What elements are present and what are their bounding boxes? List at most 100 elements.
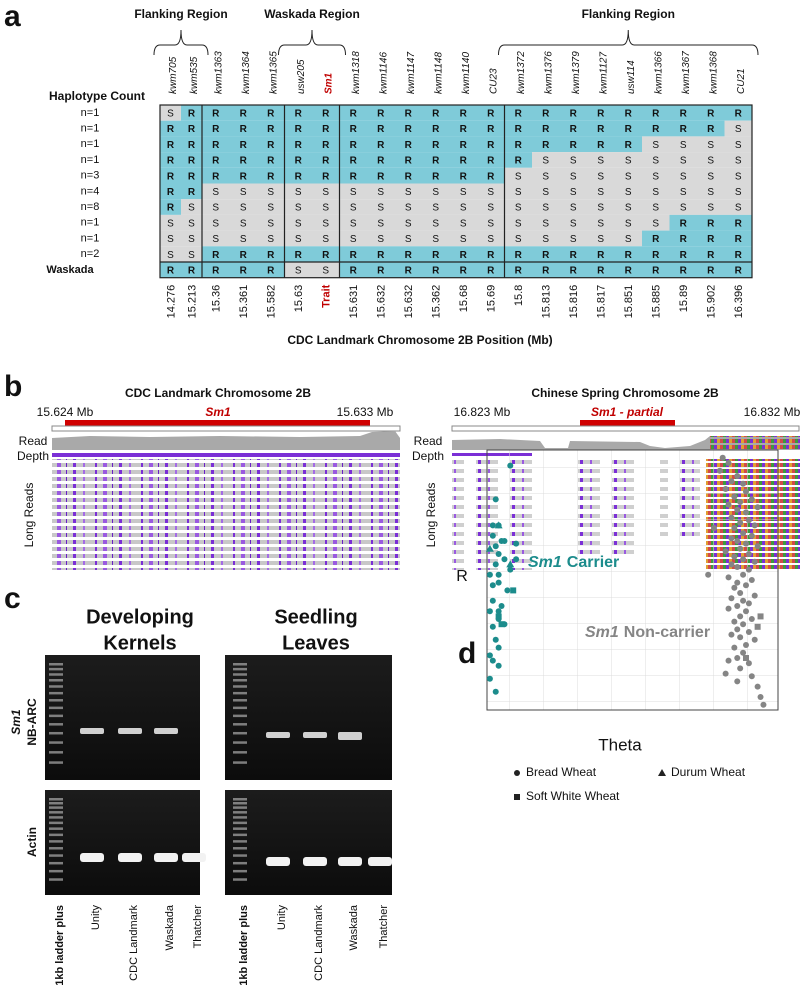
point (485, 544, 494, 552)
genotype-cell (160, 214, 181, 231)
point (740, 480, 747, 487)
point (740, 530, 747, 537)
genotype-text: S (515, 171, 522, 182)
genotype-cell (202, 136, 230, 153)
genotype-cell (697, 246, 725, 262)
genotype-cell (669, 167, 697, 184)
genotype-text: S (460, 234, 467, 245)
row-label: n=1 (81, 138, 100, 150)
point (745, 517, 752, 524)
genotype-cell (339, 262, 367, 278)
genotype-text: R (680, 218, 688, 229)
ladder-band (49, 723, 63, 726)
genotype-cell (202, 199, 230, 215)
genotype-cell (697, 152, 725, 168)
genotype-text: R (570, 250, 578, 261)
marker-label: CU23 (488, 68, 499, 94)
genotype-text: R (680, 265, 688, 276)
genotype-text: S (735, 124, 742, 135)
genotype-text: S (377, 234, 384, 245)
genotype-cell (181, 262, 202, 278)
genotype-text: R (597, 250, 605, 261)
point (501, 538, 508, 544)
genotype-cell (284, 120, 312, 137)
genotype-text: R (212, 171, 220, 182)
region-brace (278, 29, 346, 56)
genotype-cell (669, 120, 697, 137)
ladder-band (233, 699, 247, 702)
genotype-cell (449, 152, 477, 168)
genotype-cell (504, 262, 532, 278)
point (757, 613, 764, 620)
region-label: Flanking Region (134, 7, 227, 21)
gel-band (368, 857, 392, 866)
genotype-text: R (432, 140, 440, 151)
row-label: n=1 (81, 154, 100, 166)
genotype-cell (367, 230, 395, 247)
genotype-cell (312, 246, 340, 262)
genotype-cell (532, 214, 560, 231)
genotype-cell (394, 152, 422, 168)
genotype-cell (257, 214, 285, 231)
point (734, 579, 741, 586)
genotype-cell (587, 152, 615, 168)
ladder-band (49, 827, 63, 830)
point (734, 506, 741, 513)
genotype-cell (724, 136, 752, 153)
genotype-cell (422, 246, 450, 262)
genotype-text: R (295, 108, 303, 119)
position-label: 15.36 (211, 285, 223, 313)
genotype-text: R (652, 124, 660, 135)
genotype-cell (614, 136, 642, 153)
point (740, 621, 747, 628)
legend-label: Soft White Wheat (526, 789, 620, 803)
genotype-text: S (735, 203, 742, 214)
point (722, 548, 729, 555)
marker-label: CU21 (736, 68, 747, 94)
ladder-band (233, 869, 247, 873)
genotype-text: R (515, 124, 523, 135)
point (495, 579, 502, 586)
genotype-cell (669, 152, 697, 168)
genotype-cell (394, 214, 422, 231)
genotype-cell (532, 230, 560, 247)
ladder-band (49, 854, 63, 857)
genotype-cell (202, 214, 230, 231)
genotype-text: R (377, 265, 385, 276)
genotype-text: S (625, 156, 632, 167)
genotype-text: R (167, 156, 175, 167)
genotype-text: S (515, 187, 522, 198)
genotype-cell (229, 152, 257, 168)
genotype-cell (312, 152, 340, 168)
genotype-text: S (432, 203, 439, 214)
point (742, 582, 749, 589)
genotype-cell (587, 105, 615, 121)
genotype-cell (669, 214, 697, 231)
genotype-text: S (515, 218, 522, 229)
genotype-cell (394, 199, 422, 215)
genotype-text: S (377, 187, 384, 198)
genotype-cell (614, 246, 642, 262)
point (734, 626, 741, 633)
ladder-band (49, 685, 63, 688)
read-depth-line (52, 453, 400, 457)
point (728, 535, 735, 542)
genotype-text: S (322, 218, 329, 229)
gel-title: Kernels (103, 632, 176, 654)
genotype-cell (367, 167, 395, 184)
genotype-text: R (515, 156, 523, 167)
genotype-text: R (487, 250, 495, 261)
genotype-text: S (570, 218, 577, 229)
point (728, 595, 735, 602)
genotype-cell (559, 246, 587, 262)
ladder-band (233, 723, 247, 726)
genotype-text: S (597, 156, 604, 167)
lane-label: CDC Landmark (128, 905, 140, 981)
genotype-cell (559, 214, 587, 231)
point (734, 473, 741, 479)
genotype-cell (160, 230, 181, 247)
ladder-band (49, 761, 63, 764)
point (492, 688, 499, 695)
genotype-text: S (625, 187, 632, 198)
genotype-cell (504, 246, 532, 262)
